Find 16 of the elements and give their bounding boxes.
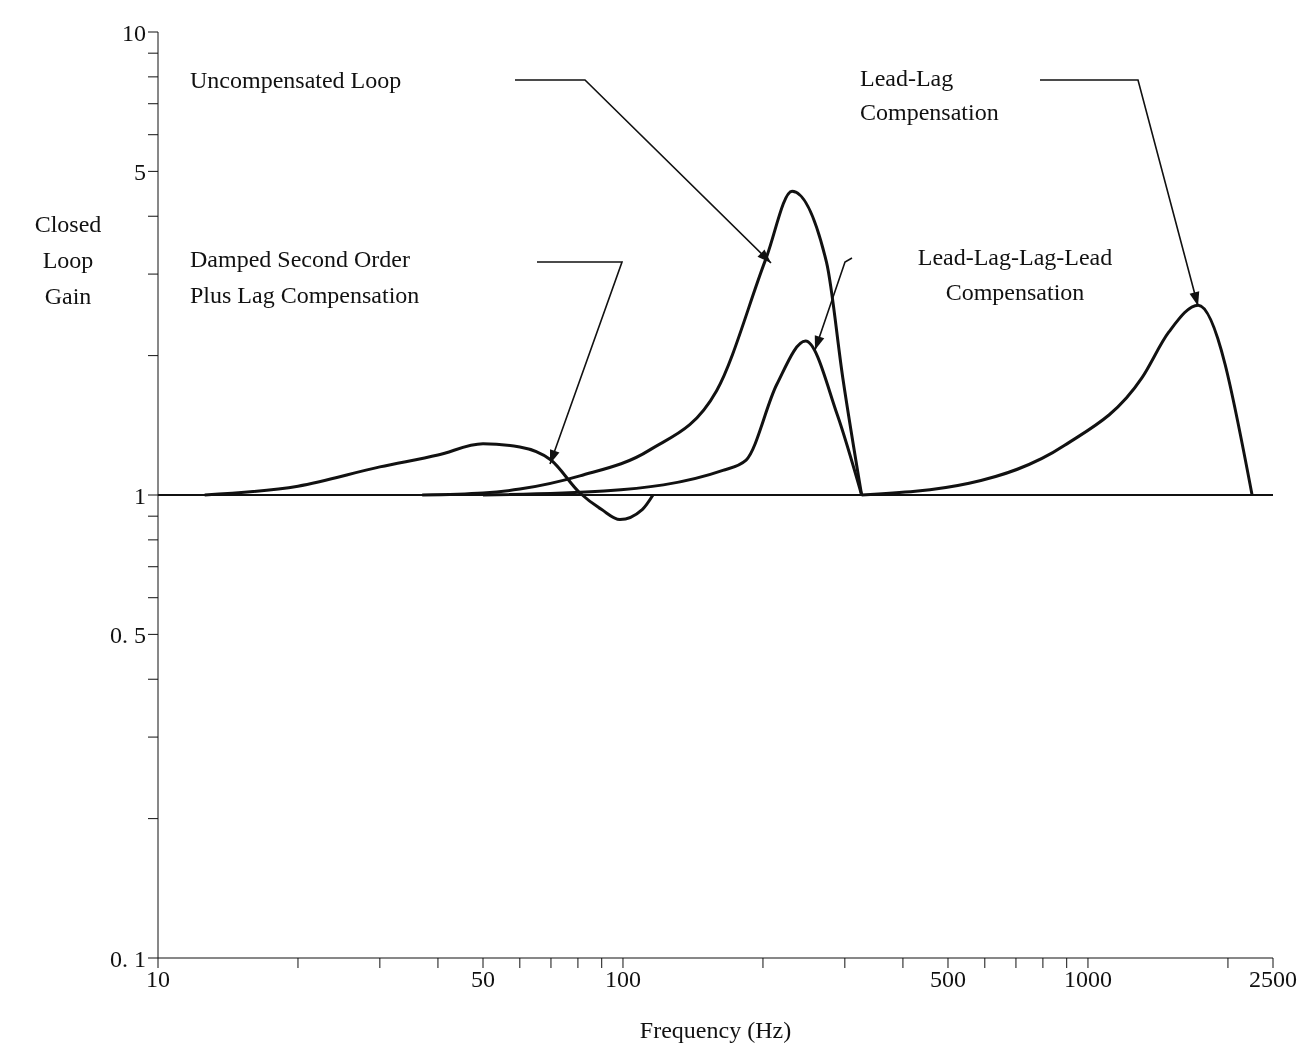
annotation: Damped Second Order Plus Lag Compensation [190,246,420,308]
y-tick-label: 0. 1 [110,945,146,972]
x-tick-label: 1000 [1063,966,1112,993]
y-tick-label: 5 [134,158,146,185]
y-tick-label: 0. 5 [110,621,146,648]
x-tick-label: 2500 [1249,966,1297,993]
x-axis-title: Frequency (Hz) [639,1017,792,1043]
x-tick-label: 50 [471,966,496,993]
annotation: Lead-Lag Compensation [860,65,999,125]
x-tick-label: 100 [604,966,641,993]
y-tick-label: 1 [134,482,146,509]
y-tick-label: 10 [122,19,146,46]
x-tick-label: 500 [929,966,966,993]
y-axis-title: Closed Loop Gain [34,211,102,309]
annotation: Uncompensated Loop [190,67,402,93]
annotation: Lead-Lag-Lag-Lead Compensation [917,244,1113,305]
